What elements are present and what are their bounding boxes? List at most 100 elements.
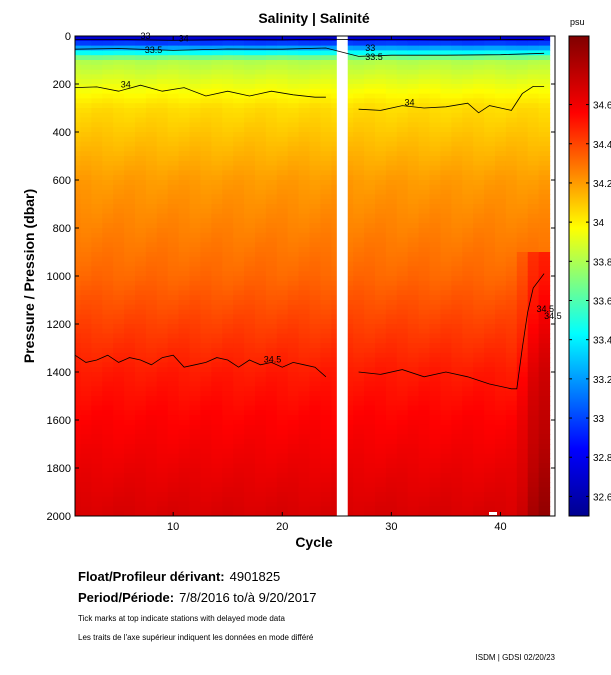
heatmap-cell [320,242,332,248]
heatmap-cell [178,122,191,128]
heatmap-cell [156,218,169,224]
heatmap-cell [113,400,125,407]
heatmap-cell [462,367,474,373]
heatmap-cell [527,468,540,474]
heatmap-cell [396,376,409,383]
heatmap-cell [298,40,311,47]
heatmap-cell [451,300,463,306]
heatmap-cell [200,415,212,421]
heatmap-cell [211,45,223,51]
heatmap-cell [298,501,311,507]
heatmap-cell [309,218,322,224]
heatmap-cell [135,74,147,80]
heatmap-cell [375,242,387,248]
heatmap-cell [189,453,202,459]
heatmap-cell [451,506,463,512]
heatmap-cell [178,136,191,143]
heatmap-cell [255,261,267,267]
heatmap-cell [145,108,158,114]
heatmap-cell [538,79,551,85]
heatmap-cell [189,501,202,507]
heatmap-cell [102,386,114,392]
heatmap-cell [113,132,125,138]
heatmap-cell [495,204,507,210]
heatmap-cell [244,170,256,176]
heatmap-cell [320,324,332,330]
heatmap-cell [167,40,180,47]
heatmap-cell [538,208,551,215]
heatmap-cell [429,60,442,66]
heatmap-cell [255,453,267,459]
heatmap-cell [276,300,289,306]
heatmap-cell [287,271,300,277]
heatmap-cell [80,439,92,445]
colorbar-tick-label: 33.4 [593,336,611,347]
heatmap-cell [167,242,180,248]
heatmap-cell [75,506,82,512]
heatmap-cell [75,492,82,498]
heatmap-cell [211,477,223,483]
heatmap-cell [462,400,474,407]
heatmap-cell [418,314,431,320]
heatmap-cell [385,328,398,335]
heatmap-cell [451,439,463,445]
heatmap-cell [222,165,234,171]
heatmap-cell [396,348,409,354]
heatmap-cell [124,304,136,311]
heatmap-cell [462,165,474,171]
heatmap-cell [189,386,202,392]
heatmap-cell [298,175,311,181]
heatmap-cell [407,79,420,85]
heatmap-cell [364,487,376,493]
heatmap-cell [91,252,103,258]
heatmap-cell [342,410,354,416]
heatmap-cell [396,372,409,378]
heatmap-cell [156,376,169,383]
heatmap-cell [429,170,442,176]
y-tick-label: 2000 [47,511,71,523]
heatmap-cell [429,381,442,387]
heatmap-cell [527,511,540,516]
heatmap-cell [320,98,332,104]
heatmap-cell [298,160,311,167]
heatmap-cell [353,108,365,114]
heatmap-cell [484,468,496,474]
heatmap-cell [538,50,551,56]
heatmap-cell [75,136,82,143]
heatmap-cell [495,122,507,128]
heatmap-cell [265,429,278,435]
heatmap-cell [440,74,452,80]
heatmap-cell [233,458,245,464]
heatmap-cell [342,108,354,114]
heatmap-cell [320,199,332,205]
heatmap-cell [244,184,256,191]
heatmap-cell [80,444,92,450]
y-tick-label: 800 [53,223,71,235]
heatmap-cell [276,160,289,167]
heatmap-cell [375,300,387,306]
heatmap-cell [298,328,311,335]
contour-line-34-5 [75,354,327,378]
heatmap-cell [124,309,136,315]
heatmap-cell [75,64,82,71]
heatmap-cell [396,74,409,80]
heatmap-cell [244,285,256,291]
heatmap-cell [364,93,376,99]
heatmap-cell [538,410,551,416]
heatmap-cell [342,492,354,498]
contour-line-33-5 [75,47,545,57]
colorbar-unit: psu [570,17,585,27]
heatmap-cell [200,420,212,426]
heatmap-cell [145,141,158,147]
heatmap-cell [265,112,278,119]
heatmap-cell [80,218,92,224]
heatmap-cell [80,213,92,219]
heatmap-cell [233,357,245,363]
heatmap-cell [495,213,507,219]
heatmap-cell [124,396,136,402]
heatmap-cell [102,98,114,104]
heatmap-cell [189,36,202,42]
heatmap-cell [309,208,322,215]
heatmap-cell [200,146,212,152]
heatmap-cell [407,165,420,171]
